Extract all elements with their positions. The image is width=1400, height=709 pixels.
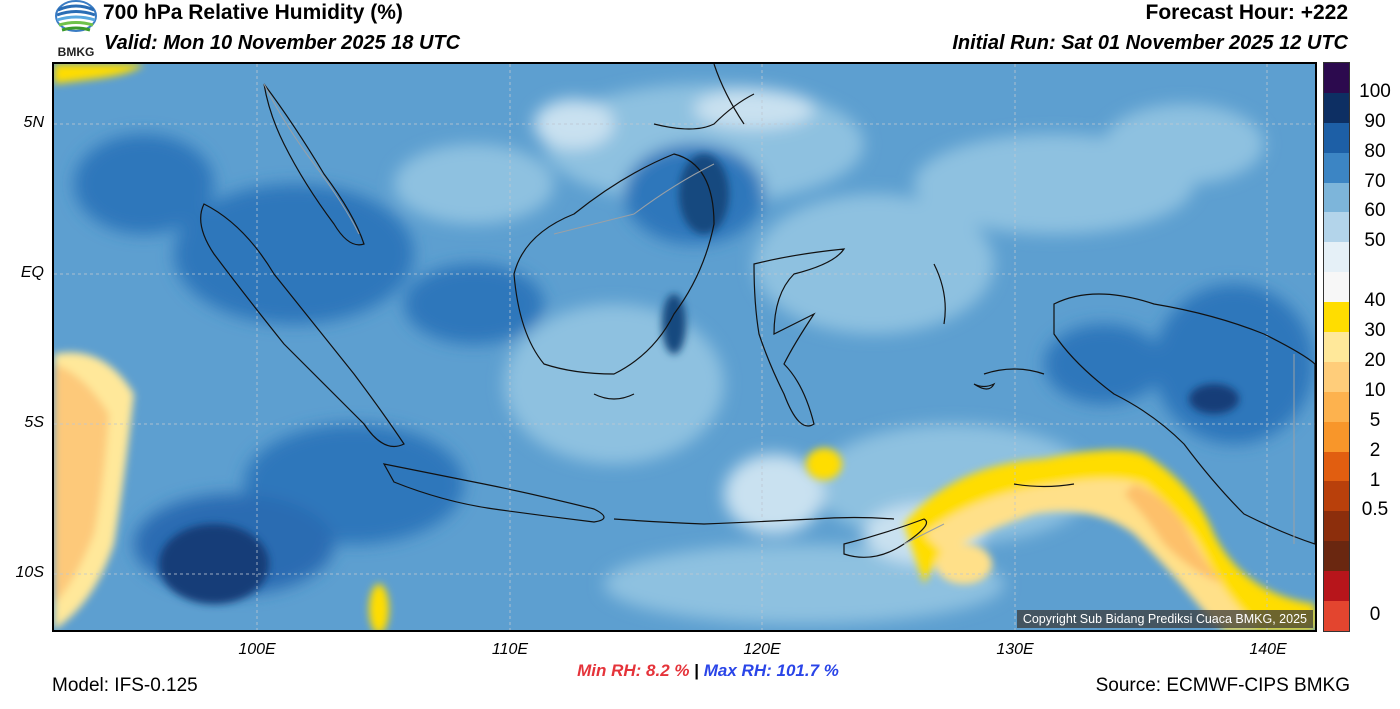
colorbar-swatch — [1324, 571, 1349, 602]
initial-run: Initial Run: Sat 01 November 2025 12 UTC — [952, 32, 1348, 54]
copyright-notice: Copyright Sub Bidang Prediksi Cuaca BMKG… — [1016, 610, 1313, 628]
min-rh-value: 8.2 % — [646, 661, 690, 680]
colorbar-label: 10 — [1364, 379, 1386, 401]
colorbar-swatch — [1324, 391, 1349, 422]
valid-time: Valid: Mon 10 November 2025 18 UTC — [104, 32, 461, 54]
colorbar-label: 60 — [1364, 200, 1386, 222]
lon-label: 130E — [996, 641, 1034, 658]
colorbar-swatch — [1324, 63, 1349, 93]
colorbar-label: 2 — [1369, 439, 1381, 461]
max-rh-label: Max RH: — [703, 661, 772, 680]
colorbar-swatch — [1324, 92, 1349, 123]
colorbar-swatch — [1324, 212, 1349, 243]
source-label: Source: ECMWF-CIPS BMKG — [1095, 675, 1350, 696]
colorbar-swatch — [1324, 242, 1349, 273]
colorbar-label: 40 — [1364, 290, 1386, 312]
lon-label: 140E — [1249, 641, 1287, 658]
colorbar-label: 80 — [1364, 140, 1386, 162]
humidity-map: Copyright Sub Bidang Prediksi Cuaca BMKG… — [52, 62, 1317, 632]
colorbar-label: 90 — [1364, 110, 1386, 132]
colorbar-label: 20 — [1364, 349, 1386, 371]
lat-label: EQ — [20, 264, 44, 281]
coastlines — [200, 64, 1315, 558]
model-label: Model: IFS-0.125 — [52, 675, 198, 696]
humidity-field — [54, 64, 1315, 630]
lon-label: 120E — [743, 641, 781, 658]
colorbar-label: 5 — [1369, 409, 1381, 431]
rh-stats: Min RH: 8.2 % | Max RH: 101.7 % — [8, 661, 1400, 681]
colorbar-label: 50 — [1364, 230, 1386, 252]
colorbar-label: 30 — [1364, 320, 1386, 342]
colorbar-label: 100 — [1359, 80, 1391, 102]
forecast-hour: Forecast Hour: +222 — [1145, 1, 1349, 24]
colorbar-label: 0.5 — [1361, 499, 1389, 521]
colorbar-swatch — [1324, 421, 1349, 452]
colorbar-swatch — [1324, 481, 1349, 512]
stats-separator: | — [694, 661, 700, 680]
lat-label: 5N — [23, 114, 44, 131]
min-rh-label: Min RH: — [577, 661, 642, 680]
colorbar-label: 70 — [1364, 170, 1386, 192]
colorbar-swatch — [1324, 182, 1349, 213]
lon-label: 110E — [491, 641, 529, 658]
colorbar-label: 0 — [1369, 604, 1381, 626]
max-rh-value: 101.7 % — [776, 661, 839, 680]
colorbar-swatch — [1324, 541, 1349, 572]
colorbar-swatch — [1324, 272, 1349, 303]
colorbar-swatch — [1324, 122, 1349, 153]
colorbar-swatch — [1324, 451, 1349, 482]
colorbar-swatch — [1324, 361, 1349, 392]
lat-label: 10S — [15, 564, 44, 581]
lat-label: 5S — [24, 414, 44, 431]
colorbar — [1323, 62, 1350, 632]
colorbar-swatch — [1324, 332, 1349, 362]
lon-label: 100E — [238, 641, 276, 658]
colorbar-swatch — [1324, 511, 1349, 542]
colorbar-swatch — [1324, 152, 1349, 183]
colorbar-swatch — [1324, 601, 1349, 631]
bmkg-logo: BMKG — [52, 0, 100, 60]
colorbar-swatch — [1324, 302, 1349, 333]
borders — [263, 83, 1295, 545]
colorbar-label: 1 — [1369, 469, 1381, 491]
map-title: 700 hPa Relative Humidity (%) — [103, 1, 403, 24]
svg-text:BMKG: BMKG — [58, 45, 95, 59]
